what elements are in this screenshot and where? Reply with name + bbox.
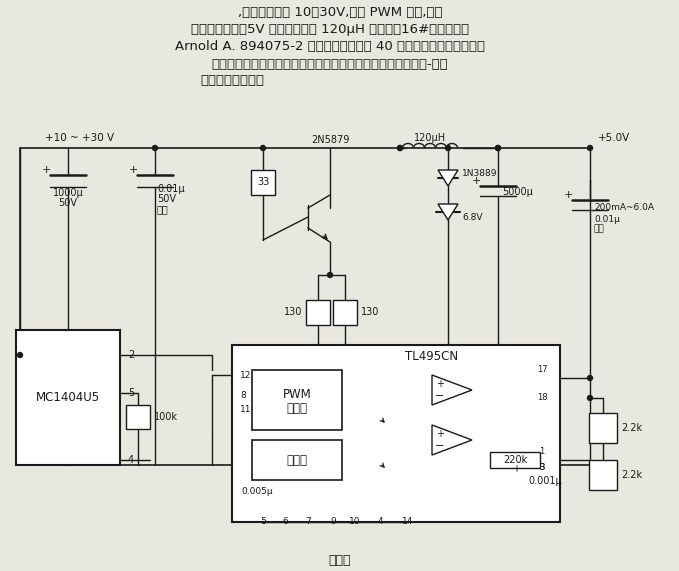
Bar [490, 452, 540, 468]
Bar [232, 345, 560, 522]
Text: 6.8V: 6.8V [462, 212, 483, 222]
Text: +: + [512, 464, 520, 474]
Text: MC1404U5: MC1404U5 [36, 391, 100, 404]
Text: +: + [471, 176, 481, 186]
Text: 14: 14 [403, 517, 414, 526]
Text: +5.0V: +5.0V [598, 133, 630, 143]
Bar [126, 405, 150, 429]
Text: 50V: 50V [58, 198, 77, 208]
Text: 陶瓷: 陶瓷 [157, 204, 169, 214]
Circle shape [261, 146, 265, 151]
Text: 120μH: 120μH [414, 133, 446, 143]
Text: 33: 33 [257, 177, 269, 187]
Text: 2.2k: 2.2k [621, 423, 642, 433]
Circle shape [397, 146, 403, 151]
Text: +: + [41, 165, 51, 175]
Text: 9: 9 [330, 517, 336, 526]
Circle shape [445, 146, 450, 151]
Bar [306, 300, 330, 325]
Text: 见正文: 见正文 [329, 553, 351, 566]
Circle shape [153, 146, 158, 151]
Text: 2.2k: 2.2k [621, 470, 642, 480]
Text: 发生器: 发生器 [287, 401, 308, 415]
Circle shape [496, 146, 500, 151]
Text: 0.005μ: 0.005μ [241, 486, 273, 496]
Text: 12: 12 [240, 371, 251, 380]
Polygon shape [438, 170, 458, 186]
Circle shape [587, 376, 593, 380]
Text: +: + [436, 429, 444, 439]
Text: 1000µ: 1000µ [53, 188, 84, 198]
Text: 200mA~6.0A: 200mA~6.0A [594, 203, 654, 212]
Text: 换器的参考电源。: 换器的参考电源。 [200, 74, 264, 87]
Text: 0.01µ: 0.01µ [157, 184, 185, 194]
Text: +: + [128, 165, 138, 175]
Text: 50V: 50V [157, 194, 176, 204]
Text: 10: 10 [349, 517, 361, 526]
Text: TL495CN: TL495CN [405, 351, 458, 364]
Text: 陶瓷: 陶瓷 [594, 224, 605, 234]
Text: 8: 8 [240, 391, 246, 400]
Circle shape [496, 146, 500, 151]
Circle shape [587, 146, 593, 151]
Text: 易购得。这个电路非常适用于要求高稳定度电源的场合，如模-数转: 易购得。这个电路非常适用于要求高稳定度电源的场合，如模-数转 [212, 58, 448, 70]
Text: 一个高稳定度的5V 电压。电路中 120μH 的电感用16#线在型号为: 一个高稳定度的5V 电压。电路中 120μH 的电感用16#线在型号为 [191, 23, 469, 37]
Text: +10 ~ +30 V: +10 ~ +30 V [45, 133, 114, 143]
Text: 6: 6 [282, 517, 288, 526]
Text: 100k: 100k [154, 412, 178, 422]
Text: 5000μ: 5000μ [502, 187, 533, 197]
Text: -5: -5 [259, 517, 268, 526]
Text: 2: 2 [128, 350, 134, 360]
Text: PWM: PWM [282, 388, 312, 400]
Text: 220k: 220k [503, 455, 527, 465]
Text: +: + [564, 190, 572, 200]
Bar [252, 370, 342, 430]
Text: 4: 4 [378, 517, 383, 526]
Bar [16, 330, 120, 465]
Circle shape [397, 146, 403, 151]
Text: 1N3889: 1N3889 [462, 168, 498, 178]
Text: 130: 130 [284, 307, 302, 317]
Text: 3: 3 [539, 464, 545, 472]
Text: 17: 17 [536, 365, 547, 375]
Text: −: − [435, 391, 445, 401]
Text: 0.001μ: 0.001μ [528, 476, 562, 486]
Text: 4: 4 [128, 455, 134, 465]
Bar [333, 300, 357, 325]
Text: +: + [436, 379, 444, 389]
Text: −: − [435, 441, 445, 451]
Bar [251, 170, 275, 195]
Bar [589, 413, 617, 443]
Text: 18: 18 [536, 393, 547, 403]
Polygon shape [438, 204, 458, 220]
Text: 3: 3 [539, 464, 545, 472]
Text: 2N5879: 2N5879 [311, 135, 349, 145]
Text: 130: 130 [361, 307, 380, 317]
Polygon shape [432, 375, 472, 405]
Circle shape [18, 352, 22, 357]
Text: ,其输入电压为 10～30V,经过 PWM 调制,输出: ,其输入电压为 10～30V,经过 PWM 调制,输出 [238, 6, 442, 19]
Text: 11: 11 [240, 405, 251, 415]
Text: 5: 5 [128, 388, 134, 398]
Text: 0.01µ: 0.01µ [594, 215, 620, 223]
Text: 采样器: 采样器 [287, 453, 308, 467]
Text: 1: 1 [539, 448, 545, 456]
Bar [589, 460, 617, 490]
Bar [252, 440, 342, 480]
Text: 7: 7 [305, 517, 311, 526]
Polygon shape [432, 425, 472, 455]
Circle shape [587, 396, 593, 400]
Circle shape [327, 272, 333, 278]
Text: Arnold A. 894075-2 鐵氧体磁芯上绕制 40 圈而成，其它元器件很容: Arnold A. 894075-2 鐵氧体磁芯上绕制 40 圈而成，其它元器件… [175, 41, 485, 54]
